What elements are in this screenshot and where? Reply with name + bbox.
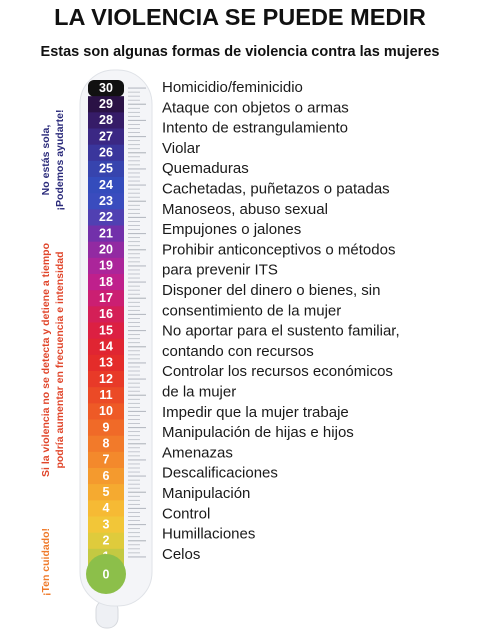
- item-text: para prevenir ITS: [162, 262, 278, 279]
- item-text: Quemaduras: [162, 160, 249, 177]
- item-text: Intento de estrangulamiento: [162, 120, 348, 137]
- level-number: 16: [99, 307, 113, 321]
- item-text: Celos: [162, 546, 200, 563]
- item-text: Amenazas: [162, 444, 233, 461]
- title: LA VIOLENCIA SE PUEDE MEDIR: [54, 4, 426, 30]
- level-bulb: [86, 554, 126, 594]
- level-number: 26: [99, 146, 113, 160]
- level-band: [88, 80, 124, 97]
- level-band: [88, 500, 124, 517]
- level-band: [88, 419, 124, 437]
- item-text: consentimiento de la mujer: [162, 302, 341, 319]
- item-text: Prohibir anticonceptivos o métodos: [162, 241, 395, 258]
- level-number: 11: [99, 388, 112, 402]
- level-number: 10: [99, 404, 113, 418]
- level-number: 3: [103, 517, 110, 531]
- level-number: 2: [103, 534, 110, 548]
- level-number: 7: [103, 453, 110, 467]
- level-number: 15: [99, 323, 113, 337]
- level-number: 27: [99, 129, 113, 143]
- level-band: [88, 306, 124, 323]
- level-number: 30: [99, 81, 113, 95]
- item-text: Impedir que la mujer trabaje: [162, 404, 349, 421]
- level-band: [88, 225, 124, 243]
- level-band: [88, 241, 124, 259]
- level-number: 9: [103, 420, 110, 434]
- item-text: Control: [162, 505, 210, 522]
- item-text: Humillaciones: [162, 526, 255, 543]
- level-number: 17: [99, 291, 113, 305]
- level-band: [88, 516, 124, 534]
- support-note: No estás sola,: [40, 125, 52, 196]
- level-number: 13: [99, 356, 113, 370]
- item-text: Violar: [162, 140, 200, 157]
- level-number: 24: [99, 178, 113, 192]
- level-number: 5: [103, 485, 110, 499]
- level-number: 18: [99, 275, 113, 289]
- level-band: [88, 532, 124, 550]
- level-band: [88, 177, 124, 194]
- item-text: Disponer del dinero o bienes, sin: [162, 282, 380, 299]
- level-band: [88, 274, 124, 291]
- item-text: de la mujer: [162, 383, 236, 400]
- level-band: [88, 160, 124, 178]
- level-band: [88, 468, 124, 485]
- level-band: [88, 290, 124, 307]
- item-text: contando con recursos: [162, 343, 314, 360]
- level-band: [88, 209, 124, 226]
- level-number: 0: [103, 567, 110, 581]
- level-number: 4: [103, 501, 110, 515]
- level-band: [88, 96, 124, 113]
- level-band: [88, 112, 124, 129]
- level-number: 28: [99, 113, 113, 127]
- warning-note: podría aumentar en frecuencia e intensid…: [54, 251, 66, 468]
- level-band: [88, 451, 124, 469]
- level-number: 22: [99, 210, 113, 224]
- level-band: [88, 338, 124, 356]
- level-band: [88, 484, 124, 501]
- support-note: ¡Podemos ayudarte!: [54, 110, 66, 211]
- level-band: [88, 403, 124, 420]
- level-number: 21: [99, 226, 113, 240]
- level-number: 14: [99, 340, 113, 354]
- item-list: Homicidio/feminicidio Ataque con objetos …: [162, 79, 400, 563]
- item-text: Manipulación de hijas e hijos: [162, 424, 354, 441]
- level-number: 20: [99, 243, 113, 257]
- level-number: 25: [99, 162, 113, 176]
- item-text: Manipulación: [162, 485, 250, 502]
- item-text: Manoseos, abuso sexual: [162, 201, 328, 218]
- item-text: Controlar los recursos económicos: [162, 363, 393, 380]
- level-band: [88, 128, 124, 146]
- item-text: Cachetadas, puñetazos o patadas: [162, 180, 390, 197]
- item-text: No aportar para el sustento familiar,: [162, 323, 400, 340]
- level-number: 8: [103, 437, 110, 451]
- level-band: [88, 387, 124, 404]
- level-number: 19: [99, 259, 113, 273]
- item-text: Homicidio/feminicidio: [162, 79, 303, 96]
- subtitle: Estas son algunas formas de violencia co…: [41, 44, 440, 60]
- level-band: [88, 322, 124, 340]
- warning-note: Si la violencia no se detecta y detiene …: [40, 243, 52, 477]
- level-band: [88, 435, 124, 453]
- level-band: [88, 371, 124, 388]
- caution-note: ¡Ten cuidado!: [40, 528, 52, 596]
- item-text: Ataque con objetos o armas: [162, 99, 349, 116]
- item-text: Empujones o jalones: [162, 221, 301, 238]
- level-band: [88, 144, 124, 162]
- level-number: 29: [99, 97, 113, 111]
- level-band: [88, 257, 124, 275]
- level-band: [88, 354, 124, 372]
- level-number: 6: [103, 469, 110, 483]
- level-number: 23: [99, 194, 113, 208]
- item-text: Descalificaciones: [162, 465, 278, 482]
- scale-levels: 3029282726252423222120191817161514131211…: [86, 80, 126, 594]
- level-number: 12: [99, 372, 113, 386]
- scale-ticks: [128, 87, 146, 558]
- level-band: [88, 193, 124, 210]
